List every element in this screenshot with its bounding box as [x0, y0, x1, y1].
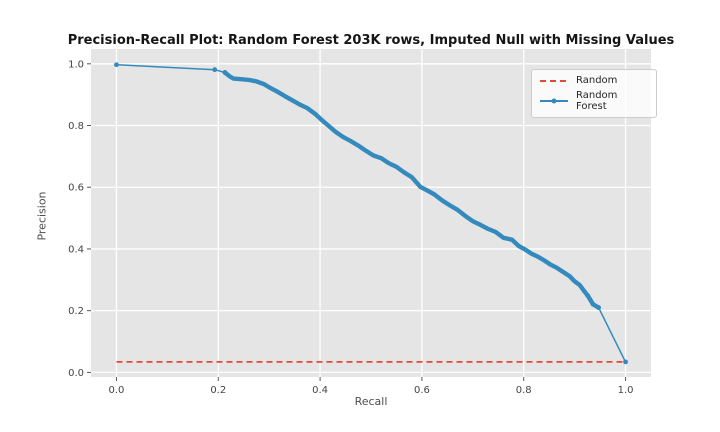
y-tick-label: 0.4 — [68, 244, 84, 255]
x-tick-label: 0.6 — [414, 385, 430, 396]
series-random-forest-marker — [212, 67, 218, 73]
chart-title: Precision-Recall Plot: Random Forest 203… — [67, 33, 675, 48]
x-tick-label: 0.4 — [312, 385, 328, 396]
y-axis-label: Precision — [35, 191, 49, 241]
legend-line-sample-dashed-icon — [540, 79, 568, 82]
x-tick-label: 0.8 — [516, 385, 532, 396]
legend: Random Random Forest — [531, 69, 657, 118]
y-tick-label: 0.2 — [68, 306, 84, 317]
x-tick-label: 0.0 — [109, 385, 125, 396]
x-tick-label: 0.2 — [210, 385, 226, 396]
series-random-forest-marker-band — [222, 70, 601, 310]
y-tick-label: 0.6 — [68, 183, 84, 194]
series-random-forest-marker — [585, 293, 591, 299]
legend-entry-random-forest: Random Forest — [540, 90, 648, 112]
legend-marker-dot-icon — [551, 98, 557, 104]
legend-line-sample-solid-icon — [540, 98, 568, 104]
series-random-forest-marker — [590, 301, 596, 307]
series-random-forest-marker — [222, 70, 228, 75]
y-tick-label: 1.0 — [68, 59, 84, 70]
x-axis-label: Recall — [354, 395, 388, 408]
y-tick-label: 0.0 — [68, 368, 84, 379]
legend-entry-random: Random — [540, 75, 648, 86]
legend-label-random: Random — [576, 75, 618, 86]
series-random-forest-marker — [114, 62, 119, 68]
legend-label-random-forest: Random Forest — [576, 90, 618, 112]
y-tick-label: 0.8 — [68, 121, 84, 132]
series-random-forest-marker — [623, 359, 628, 365]
x-tick-label: 1.0 — [618, 385, 634, 396]
series-random-forest-marker — [596, 305, 601, 310]
